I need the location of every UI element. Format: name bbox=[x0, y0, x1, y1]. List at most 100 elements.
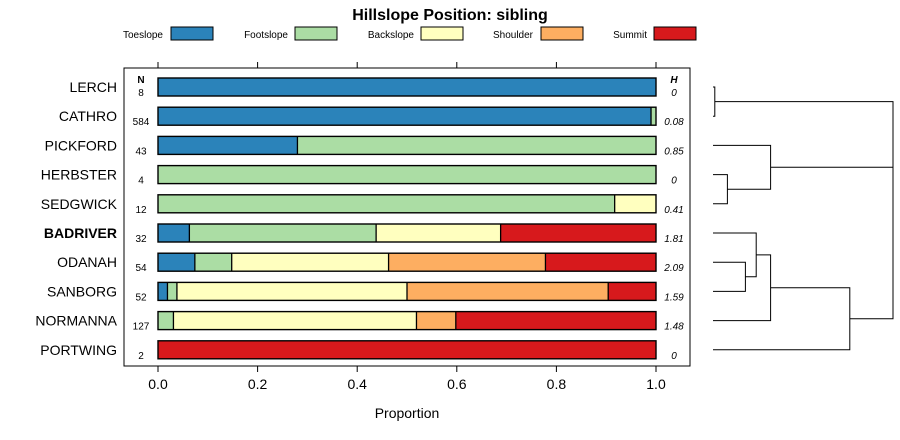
bar-segment-summit bbox=[608, 282, 656, 301]
soil-label: ODANAH bbox=[57, 254, 117, 270]
n-value: 8 bbox=[138, 88, 144, 99]
bar-segment-backslope bbox=[614, 194, 656, 213]
soil-label: PICKFORD bbox=[45, 137, 117, 153]
x-tick-label: 0.0 bbox=[148, 376, 168, 392]
bar-outline bbox=[157, 135, 657, 156]
x-tick-label: 0.6 bbox=[447, 376, 467, 392]
bar-segment-shoulder bbox=[388, 253, 546, 272]
plot-frame bbox=[123, 67, 691, 367]
bar-outline bbox=[157, 164, 657, 185]
bar-outline bbox=[157, 340, 657, 360]
bar-row-cathro: CATHRO 584 0.08 bbox=[59, 106, 684, 128]
bar-segment-toeslope bbox=[158, 107, 652, 126]
bar-segment-toeslope bbox=[158, 253, 195, 272]
soil-label: SEDGWICK bbox=[41, 196, 118, 212]
bar-segment-footslope bbox=[158, 311, 174, 330]
dendrogram bbox=[713, 86, 894, 351]
bar-segment-footslope bbox=[297, 136, 656, 155]
soil-label: HERBSTER bbox=[41, 167, 117, 183]
bar-segment-toeslope bbox=[158, 282, 168, 301]
x-tick-label: 0.4 bbox=[347, 376, 367, 392]
bar-segment-summit bbox=[455, 311, 656, 330]
bar-row-sanborg: SANBORG 52 1.59 bbox=[47, 281, 684, 303]
h-value: 0 bbox=[671, 88, 677, 99]
bar-row-badriver: BADRIVER 32 1.81 bbox=[44, 223, 684, 245]
dendrogram-branch bbox=[713, 144, 772, 190]
bar-row-odanah: ODANAH 54 2.09 bbox=[57, 252, 684, 274]
soil-label: NORMANNA bbox=[35, 313, 117, 329]
bar-segment-shoulder bbox=[407, 282, 609, 301]
legend-swatch-footslope bbox=[294, 26, 338, 41]
n-value: 54 bbox=[135, 263, 147, 274]
legend-item-footslope: Footslope bbox=[244, 26, 338, 41]
legend-item-toeslope: Toeslope bbox=[123, 26, 214, 41]
bar-outline bbox=[157, 106, 657, 126]
bar-outline bbox=[157, 223, 657, 243]
legend-item-summit: Summit bbox=[613, 26, 697, 41]
h-value: 2.09 bbox=[663, 263, 684, 274]
legend-swatch-toeslope bbox=[170, 26, 214, 41]
x-axis-title: Proportion bbox=[375, 405, 440, 421]
dendrogram-branch bbox=[713, 261, 746, 292]
legend-label-backslope: Backslope bbox=[368, 30, 415, 41]
h-value: 1.59 bbox=[664, 292, 684, 303]
bar-segment-toeslope bbox=[158, 136, 298, 155]
dendrogram-branch bbox=[713, 254, 772, 322]
x-tick-label: 0.2 bbox=[248, 376, 268, 392]
bar-row-herbster: HERBSTER 4 0 bbox=[41, 164, 677, 187]
dendrogram-branch bbox=[713, 174, 728, 205]
bar-row-lerch: LERCH 8 0 bbox=[70, 77, 677, 99]
chart-title: Hillslope Position: sibling bbox=[352, 7, 548, 24]
bar-row-sedgwick: SEDGWICK 12 0.41 bbox=[41, 194, 684, 216]
legend-label-footslope: Footslope bbox=[244, 30, 288, 41]
bar-segment-footslope bbox=[651, 107, 656, 126]
n-value: 43 bbox=[135, 146, 147, 157]
n-value: 127 bbox=[133, 322, 150, 333]
bar-segment-toeslope bbox=[158, 224, 190, 242]
bar-row-portwing: PORTWING 2 0 bbox=[40, 340, 677, 362]
bar-outline bbox=[157, 252, 657, 272]
h-column-header: H bbox=[670, 75, 678, 86]
bar-row-normanna: NORMANNA 127 1.48 bbox=[35, 310, 684, 333]
bar-segment-summit bbox=[500, 224, 656, 242]
bar-segment-toeslope bbox=[158, 78, 656, 96]
bar-outline bbox=[157, 77, 657, 97]
h-value: 0.41 bbox=[664, 205, 683, 216]
bar-segment-shoulder bbox=[416, 311, 456, 330]
h-value: 0.85 bbox=[664, 146, 684, 157]
bar-segment-footslope bbox=[158, 165, 656, 184]
dendrogram-branch bbox=[713, 86, 716, 117]
x-tick-label: 0.8 bbox=[547, 376, 567, 392]
n-value: 584 bbox=[133, 117, 150, 128]
h-value: 0 bbox=[671, 351, 677, 362]
plot-area: 0.0 0.2 0.4 0.6 0.8 1.0 N H LERCH 8 0 CATHRO 584 0.08… bbox=[35, 62, 691, 392]
dendrogram-branch bbox=[714, 101, 894, 168]
legend-item-shoulder: Shoulder bbox=[493, 26, 584, 41]
bar-segment-footslope bbox=[194, 253, 232, 272]
dendrogram-branch bbox=[849, 134, 894, 320]
legend-item-backslope: Backslope bbox=[368, 26, 464, 41]
n-value: 52 bbox=[135, 292, 147, 303]
h-value: 1.81 bbox=[664, 234, 683, 245]
dendrogram-branch bbox=[713, 287, 851, 351]
bar-segment-backslope bbox=[176, 282, 407, 301]
legend-label-toeslope: Toeslope bbox=[123, 30, 163, 41]
bar-segment-backslope bbox=[173, 311, 417, 330]
legend-label-shoulder: Shoulder bbox=[493, 30, 534, 41]
legend-label-summit: Summit bbox=[613, 30, 647, 41]
bar-segment-backslope bbox=[376, 224, 501, 242]
legend-swatch-backslope bbox=[420, 26, 464, 41]
h-value: 0.08 bbox=[664, 117, 684, 128]
legend-swatch-shoulder bbox=[540, 26, 584, 41]
bar-outline bbox=[157, 281, 657, 302]
legend: Toeslope Footslope Backslope Shoulder Summit bbox=[123, 26, 697, 41]
dendrogram-branch bbox=[713, 232, 757, 278]
n-value: 12 bbox=[135, 205, 147, 216]
bar-segment-footslope bbox=[167, 282, 177, 301]
bar-segment-footslope bbox=[189, 224, 377, 242]
soil-label: LERCH bbox=[70, 79, 117, 95]
soil-label: SANBORG bbox=[47, 283, 117, 299]
n-value: 32 bbox=[135, 234, 147, 245]
n-value: 2 bbox=[138, 351, 144, 362]
